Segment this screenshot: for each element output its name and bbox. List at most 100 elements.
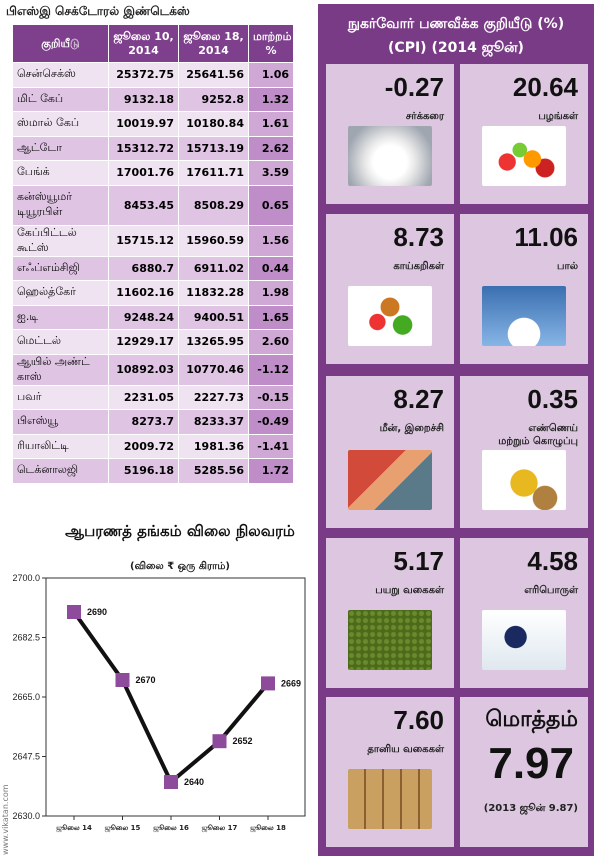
table-row: ஹெல்த்கேர் 11602.16 11832.28 1.98: [12, 280, 294, 306]
data-label: 2690: [87, 607, 107, 617]
cpi-cell: 5.17 பயறு வகைகள்: [326, 538, 454, 688]
row-jul18: 2227.73: [178, 384, 249, 410]
header-jul18: ஜூலை 18, 2014: [178, 24, 249, 63]
row-jul10: 9132.18: [108, 86, 179, 112]
cpi-cell: 0.35 எண்ணெய் மற்றும் கொழுப்பு: [460, 376, 588, 528]
row-name: மெட்டல்: [12, 329, 109, 355]
row-change: 1.56: [248, 224, 294, 257]
table-row: ஸ்மால் கேப் 10019.97 10180.84 1.61: [12, 111, 294, 137]
row-jul10: 12929.17: [108, 329, 179, 355]
cpi-label: மீன், இறைச்சி: [379, 423, 444, 434]
total-label: மொத்தம்: [485, 707, 578, 732]
row-change: 1.65: [248, 304, 294, 330]
milk-icon: [482, 286, 566, 346]
y-tick-label: 2647.5: [12, 752, 40, 762]
row-change: 1.06: [248, 62, 294, 88]
y-tick-label: 2630.0: [12, 811, 40, 821]
row-jul18: 25641.56: [178, 62, 249, 88]
row-name: பேங்க்: [12, 160, 109, 186]
watermark: www.vikatan.com: [1, 784, 10, 855]
row-name: ஸ்மால் கேப்: [12, 111, 109, 137]
table-title: பிஎஸ்இ செக்டோரல் இண்டெக்ஸ்: [6, 4, 190, 18]
cpi-cell: 11.06 பால்: [460, 214, 588, 364]
x-tick-label: ஜூலை 18: [250, 824, 286, 833]
row-jul18: 9400.51: [178, 304, 249, 330]
cpi-title-line2: (CPI) (2014 ஜூன்): [388, 40, 524, 56]
row-name: ஐ.டி: [12, 304, 109, 330]
gold-chart-title: ஆபரணத் தங்கம் விலை நிலவரம்: [65, 522, 295, 540]
table-row: மிட் கேப் 9132.18 9252.8 1.32: [12, 86, 294, 112]
table-row: பவர் 2231.05 2227.73 -0.15: [12, 384, 294, 410]
vegetables-icon: [348, 286, 432, 346]
fish-meat-icon: [348, 450, 432, 510]
table-row: கேப்பிட்டல் கூட்ஸ் 15715.12 15960.59 1.56: [12, 224, 294, 257]
cpi-value: 4.58: [527, 546, 578, 576]
cpi-title: நுகர்வோர் பணவீக்க குறியீடு (%) (CPI) (20…: [318, 12, 594, 60]
table-row: டெக்னாலஜி 5196.18 5285.56 1.72: [12, 458, 294, 484]
cpi-label: பயறு வகைகள்: [375, 585, 444, 596]
row-jul10: 5196.18: [108, 458, 179, 484]
row-name: மிட் கேப்: [12, 86, 109, 112]
cpi-label: காய்கறிகள்: [393, 261, 444, 272]
y-tick-label: 2700.0: [12, 573, 40, 583]
cpi-cell: 7.60 தானிய வகைகள்: [326, 697, 454, 847]
header-index: குறியீடு: [12, 24, 109, 63]
row-name: ஆயில் அண்ட் காஸ்: [12, 353, 109, 386]
cpi-value: 11.06: [514, 222, 578, 252]
header-jul10: ஜூலை 10, 2014: [108, 24, 179, 63]
header-change: மாற்றம் %: [248, 24, 294, 63]
table-body: சென்செக்ஸ் 25372.75 25641.56 1.06 மிட் கேப் 9…: [12, 62, 294, 484]
row-jul10: 8273.7: [108, 409, 179, 435]
data-label: 2669: [281, 678, 301, 688]
row-jul10: 2009.72: [108, 433, 179, 459]
cpi-label: எரிபொருள்: [524, 585, 578, 596]
row-name: பிஎஸ்யூ: [12, 409, 109, 435]
row-change: 3.59: [248, 160, 294, 186]
row-jul18: 9252.8: [178, 86, 249, 112]
data-label: 2670: [136, 675, 156, 685]
x-tick-label: ஜூலை 15: [105, 824, 141, 833]
row-change: 0.44: [248, 255, 294, 281]
cpi-label: எண்ணெய் மற்றும் கொழுப்பு: [498, 423, 578, 447]
x-tick-label: ஜூலை 16: [153, 824, 189, 833]
cpi-label: தானிய வகைகள்: [367, 744, 444, 755]
data-label: 2652: [233, 736, 253, 746]
cpi-label: பால்: [557, 261, 578, 272]
cpi-cell: 4.58 எரிபொருள்: [460, 538, 588, 688]
row-jul18: 6911.02: [178, 255, 249, 281]
cpi-value: -0.27: [384, 72, 444, 102]
pulses-icon: [348, 610, 432, 670]
row-jul18: 5285.56: [178, 458, 249, 484]
row-change: -1.12: [248, 353, 294, 386]
data-point: [212, 734, 227, 749]
table-row: மெட்டல் 12929.17 13265.95 2.60: [12, 329, 294, 355]
cpi-value: 7.60: [393, 705, 444, 735]
sector-index-table: குறியீடு ஜூலை 10, 2014 ஜூலை 18, 2014 மாற…: [12, 24, 294, 484]
table-row: கன்ஸ்யூமர் டியூரபிள் 8453.45 8508.29 0.65: [12, 184, 294, 226]
cpi-value: 20.64: [512, 72, 578, 102]
table-row: ஐ.டி 9248.24 9400.51 1.65: [12, 304, 294, 330]
cpi-value: 0.35: [527, 384, 578, 414]
data-point: [115, 673, 130, 687]
row-name: பவர்: [12, 384, 109, 410]
row-jul18: 15960.59: [178, 224, 249, 257]
table-row: ஆட்டோ 15312.72 15713.19 2.62: [12, 135, 294, 161]
row-jul18: 13265.95: [178, 329, 249, 355]
cpi-cell: 8.27 மீன், இறைச்சி: [326, 376, 454, 528]
cpi-value: 8.73: [393, 222, 444, 252]
table-row: ஆயில் அண்ட் காஸ் 10892.03 10770.46 -1.12: [12, 353, 294, 386]
row-jul18: 1981.36: [178, 433, 249, 459]
row-jul10: 25372.75: [108, 62, 179, 88]
oil-icon: [482, 450, 566, 510]
row-change: -0.49: [248, 409, 294, 435]
row-change: 1.32: [248, 86, 294, 112]
gold-chart-subtitle: (விலை ₹ ஒரு கிராம்): [130, 561, 230, 572]
sugar-icon: [348, 126, 432, 186]
cpi-label: பழங்கள்: [538, 111, 578, 122]
table-row: பேங்க் 17001.76 17611.71 3.59: [12, 160, 294, 186]
row-change: -1.41: [248, 433, 294, 459]
table-header-row: குறியீடு ஜூலை 10, 2014 ஜூலை 18, 2014 மாற…: [12, 24, 294, 63]
table-row: எஃப்எம்சிஜி 6880.7 6911.02 0.44: [12, 255, 294, 281]
row-jul10: 9248.24: [108, 304, 179, 330]
grains-icon: [348, 769, 432, 829]
